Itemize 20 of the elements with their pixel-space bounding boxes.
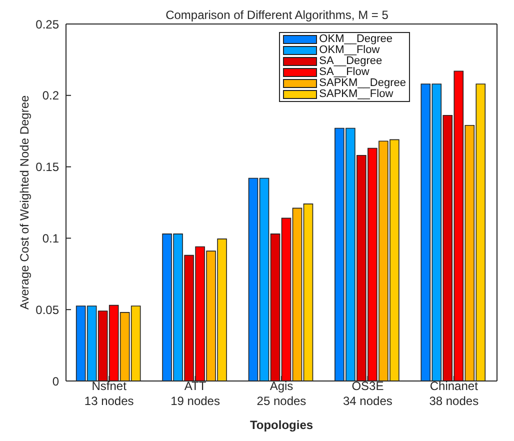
x-tick-label: Agis 25 nodes (256, 379, 306, 408)
y-tick-label: 0 (52, 374, 60, 388)
y-tick-label: 0.15 (36, 160, 60, 174)
x-tick-label: ATT 19 nodes (170, 379, 220, 408)
chart-title: Comparison of Different Algorithms, M = 5 (166, 8, 388, 22)
legend-label: OKM__Degree (319, 33, 393, 45)
y-tick-label: 0.25 (36, 17, 60, 32)
x-tick-label: OS3E 34 nodes (343, 379, 392, 408)
legend-label: OKM__Flow (319, 44, 380, 56)
y-axis-title: Average Cost of Weighted Node Degree (17, 95, 32, 310)
y-tick-label: 0.1 (42, 231, 60, 246)
legend-label: SA__Flow (319, 66, 370, 78)
x-axis-title: Topologies (250, 418, 314, 432)
x-tick-label: Chinanet 38 nodes (429, 379, 479, 408)
y-tick-label: 0.2 (42, 88, 60, 103)
legend-label: SAPKM__Flow (319, 88, 394, 100)
legend-label: SAPKM__Degree (319, 77, 406, 89)
y-tick-label: 0.05 (36, 302, 60, 317)
legend-label: SA__Degree (319, 55, 382, 67)
x-tick-label: Nsfnet 13 nodes (84, 379, 134, 408)
